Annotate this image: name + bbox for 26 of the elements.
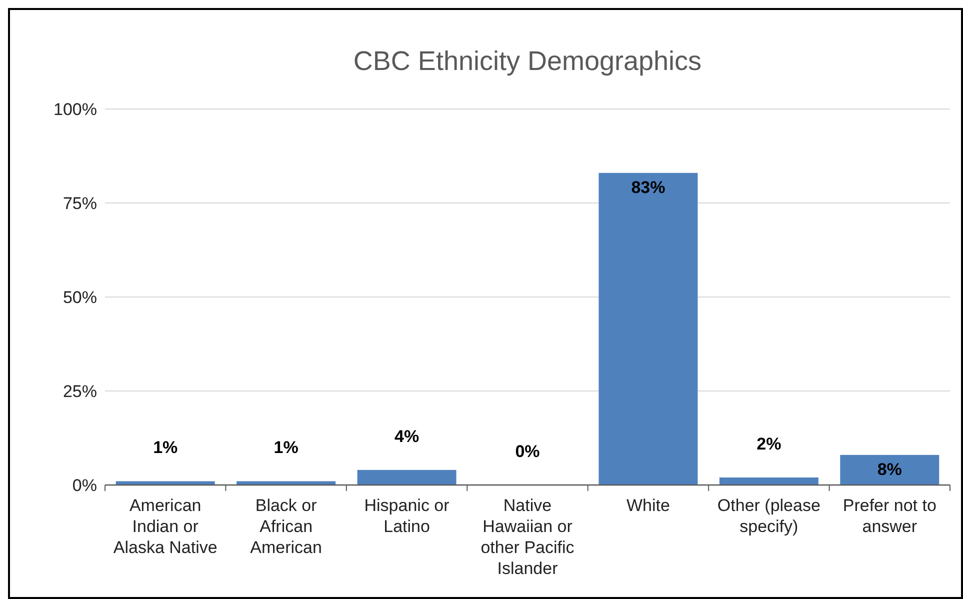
x-tick-label: American Indian or Alaska Native — [113, 496, 218, 557]
data-label: 0% — [515, 442, 540, 461]
y-tick-label: 0% — [72, 476, 97, 495]
x-tick-label: White — [626, 496, 670, 515]
y-tick-label: 50% — [62, 288, 97, 307]
bar — [236, 481, 336, 485]
chart-title: CBC Ethnicity Demographics — [353, 46, 702, 76]
x-tick-label: Other (please specify) — [717, 496, 820, 536]
bar — [719, 477, 818, 485]
bar — [116, 481, 215, 485]
x-tick-label: Native Hawaiian or other Pacific Islander — [480, 496, 575, 578]
x-tick-label: Hispanic or Latino — [364, 496, 450, 536]
data-label: 4% — [394, 426, 420, 446]
data-label: 83% — [631, 178, 666, 197]
data-label: 1% — [274, 438, 298, 458]
y-tick-label: 100% — [54, 100, 97, 119]
y-tick-label: 25% — [62, 382, 97, 401]
data-label: 2% — [756, 434, 782, 454]
bar — [840, 454, 940, 485]
bar — [598, 172, 698, 485]
data-label: 8% — [877, 460, 902, 479]
data-label: 1% — [153, 438, 178, 458]
x-tick-label: Black or African American — [250, 496, 322, 557]
y-tick-label: 75% — [62, 194, 97, 213]
x-tick-label: Prefer not to answer — [842, 496, 936, 536]
bar — [357, 470, 456, 485]
